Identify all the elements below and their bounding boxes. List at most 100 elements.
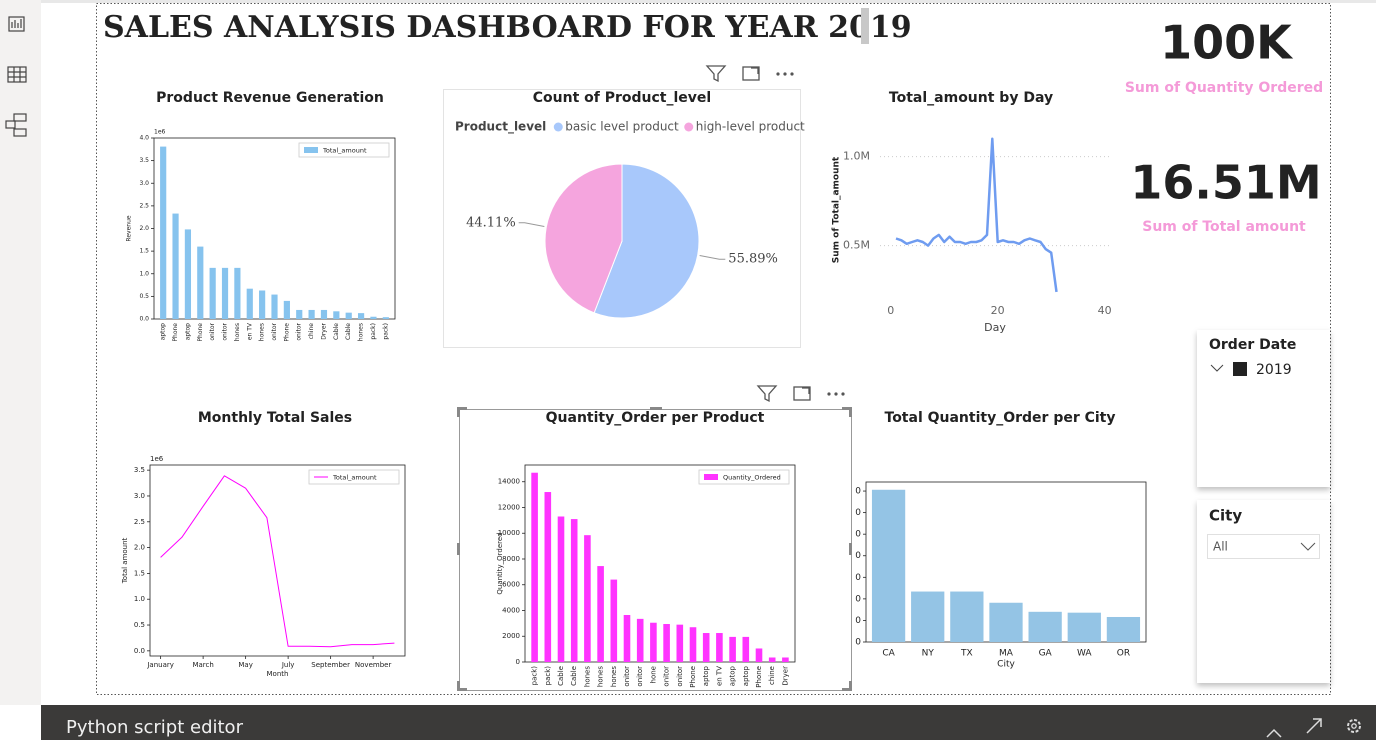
data-label: 44.11% (466, 215, 516, 230)
legend-box (298, 142, 390, 158)
x-tick-label: aptop (742, 665, 750, 686)
x-tick-label: July (281, 661, 295, 669)
bar (702, 633, 710, 662)
settings-icon[interactable] (1347, 719, 1361, 733)
card-label: Sum of Total amount (1142, 219, 1306, 235)
y-tick-label: 8000 (502, 555, 520, 563)
y-axis-label: Quantity_Ordered (496, 532, 504, 594)
bar (755, 648, 763, 662)
y-tick-label: 3.5 (139, 157, 149, 164)
bar (1028, 611, 1062, 642)
more-options[interactable] (776, 72, 845, 396)
x-tick-label: onitor (676, 666, 684, 687)
y-tick-label: 0 (855, 638, 861, 648)
collapse-icon[interactable] (1266, 728, 1282, 738)
x-tick-label: chine (308, 323, 315, 340)
slicer-title: City (1209, 507, 1242, 525)
x-tick-label: May (238, 661, 252, 669)
y-tick-label: 2.5 (134, 518, 145, 526)
bar (283, 300, 290, 319)
x-tick-label: Phone (755, 666, 763, 688)
dropdown-value[interactable]: All (1213, 540, 1228, 554)
y-tick-label: 3.0 (134, 492, 145, 500)
chart-title: Product Revenue Generation (156, 90, 384, 106)
dashboard-title: SALES ANALYSIS DASHBOARD FOR YEAR 2019 (103, 10, 912, 45)
data-line (160, 475, 395, 648)
pie-slice (544, 163, 623, 314)
x-axis-label: Day (984, 321, 1006, 334)
bar (729, 636, 736, 662)
bar (689, 627, 697, 662)
x-tick-label: hones (259, 323, 266, 341)
report-icon[interactable] (8, 16, 25, 32)
bar (1106, 616, 1141, 642)
plot-frame (149, 464, 406, 657)
data-label: 55.89% (728, 252, 778, 267)
y-axis-label: Sum of Total_amount (832, 156, 842, 263)
legend-label: Total_amount (332, 474, 377, 482)
x-tick-label: Cable (345, 323, 352, 340)
card-label: Sum of Quantity Ordered (1125, 80, 1323, 96)
x-tick-label: onitor (623, 666, 631, 687)
legend-swatch (684, 122, 694, 132)
expand-chevron[interactable] (1210, 364, 1224, 372)
data-icon[interactable] (7, 66, 27, 83)
y-tick-label: 1.0M (843, 150, 870, 163)
y-tick-label: 0 (855, 616, 861, 626)
x-tick-label: Dryer (320, 322, 327, 339)
x-tick-label: hones (597, 666, 605, 687)
bar (320, 309, 328, 319)
card-value: 16.51M (1130, 156, 1321, 210)
leader-line (518, 222, 545, 227)
leader-line (699, 255, 726, 260)
bar (259, 290, 266, 319)
slicer-item[interactable]: 2019 (1256, 362, 1292, 378)
x-tick-label: hones (234, 323, 241, 341)
bar (768, 657, 776, 662)
y-tick-label: 12000 (498, 503, 520, 511)
checkbox[interactable] (1233, 362, 1247, 376)
bar (333, 311, 340, 319)
x-tick-label: en TV (246, 322, 253, 340)
x-tick-label: pack) (382, 323, 389, 340)
bar (197, 246, 204, 319)
y-tick-label: 6000 (502, 581, 520, 589)
x-tick-label: onitor (296, 322, 303, 340)
x-tick-label: November (355, 661, 392, 669)
x-tick-label: Dryer (781, 666, 789, 686)
x-tick-label: CA (882, 649, 895, 659)
bar (531, 472, 538, 662)
y-axis-label: Revenue (126, 215, 133, 241)
x-tick-label: March (192, 661, 213, 669)
visual-header-icons[interactable] (705, 65, 811, 403)
model-icon[interactable] (5, 113, 27, 137)
footer-bar (41, 705, 1376, 740)
top-strip (41, 0, 1376, 3)
bar (584, 535, 591, 662)
x-tick-label: pack) (370, 323, 377, 340)
x-tick-label: onitor (271, 322, 278, 340)
axis-multiplier: 1e6 (150, 455, 164, 463)
legend-title: Product_level (455, 120, 546, 135)
x-tick-label: aptop (184, 323, 191, 341)
x-tick-label: 40 (1098, 304, 1112, 317)
x-tick-label: chine (768, 666, 776, 685)
dropdown[interactable] (1207, 534, 1320, 559)
x-tick-label: Cable (570, 666, 578, 686)
legend-swatch (553, 122, 563, 132)
x-tick-label: Phone (197, 323, 204, 342)
popout-icon[interactable] (1306, 718, 1322, 734)
y-tick-label: 4000 (502, 606, 520, 614)
y-axis-label: Total amount (121, 537, 129, 584)
bar (296, 309, 303, 319)
bar (782, 657, 789, 662)
resize-handles[interactable] (457, 407, 852, 691)
dropdown-chevron[interactable] (1300, 542, 1316, 551)
x-tick-label: MA (999, 649, 1014, 659)
y-tick-label: 2.0 (134, 544, 145, 552)
y-tick-label: 2.5 (139, 202, 149, 209)
y-tick-label: 0 (855, 594, 861, 604)
x-tick-label: aptop (702, 665, 710, 686)
y-tick-label: 1.5 (134, 569, 145, 577)
